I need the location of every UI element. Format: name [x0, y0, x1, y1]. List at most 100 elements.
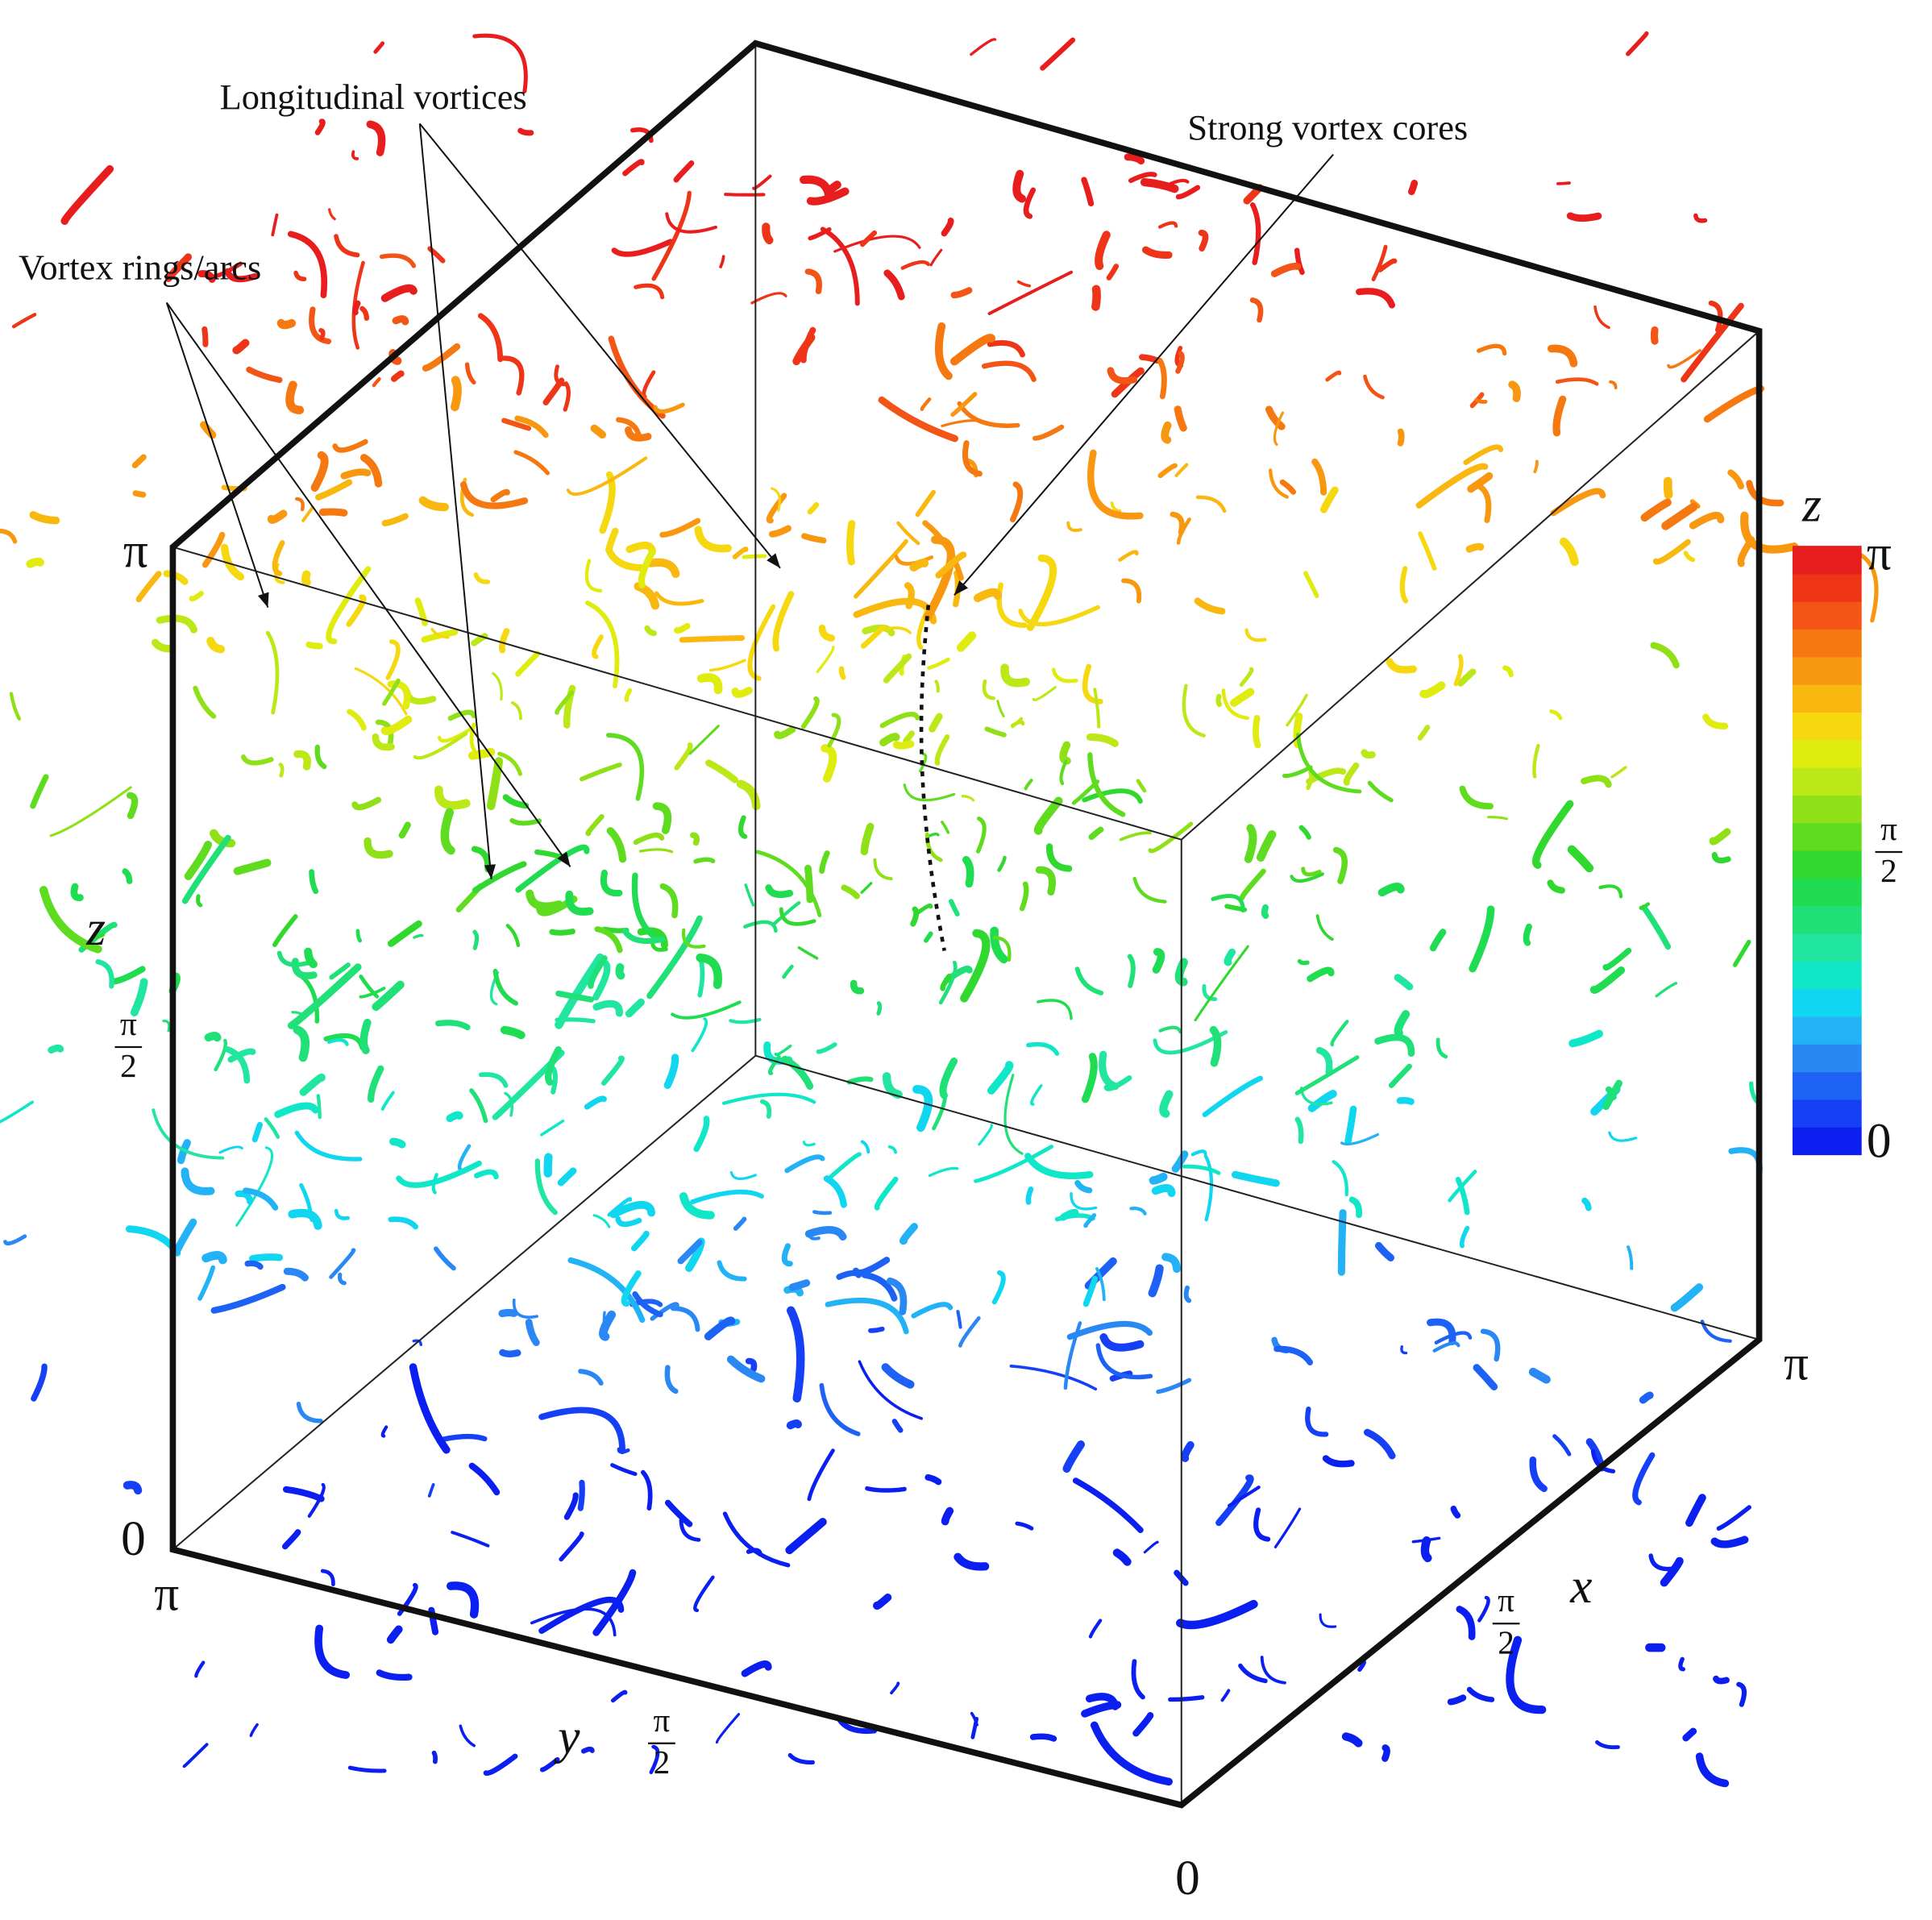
- vortex: [1695, 1752, 1730, 1788]
- vortex: [1463, 444, 1504, 465]
- vortex: [1340, 1132, 1380, 1146]
- vortex: [305, 641, 323, 650]
- vortex: [1506, 1635, 1547, 1714]
- vortex: [1249, 297, 1264, 323]
- vortex: [1371, 244, 1388, 281]
- vortex: [388, 1216, 418, 1230]
- vortex: [1740, 511, 1799, 554]
- vortex: [806, 187, 850, 206]
- vortex: [1595, 1739, 1620, 1750]
- vortex: [220, 543, 245, 581]
- vortex: [210, 1283, 286, 1314]
- annotation: Strong vortex cores: [1187, 107, 1468, 148]
- vortex: [903, 730, 915, 744]
- vortex: [973, 588, 1003, 603]
- vortex: [736, 779, 761, 811]
- vortex: [1093, 688, 1101, 729]
- vortex: [1508, 380, 1521, 402]
- vortex: [1448, 1170, 1477, 1203]
- vortex: [873, 858, 893, 881]
- vortex: [883, 653, 912, 684]
- vortex: [464, 362, 476, 385]
- vortex: [891, 1419, 904, 1433]
- vortex: [376, 1669, 413, 1681]
- vortex: [1394, 1010, 1411, 1037]
- vortex: [451, 376, 462, 412]
- vortex: [514, 415, 549, 438]
- vortex: [705, 759, 738, 783]
- vortex: [659, 517, 701, 538]
- vortex: [743, 920, 778, 933]
- vortex: [787, 1306, 805, 1403]
- vortex: [538, 1407, 626, 1455]
- vortex: [291, 958, 318, 979]
- vortex: [881, 1363, 915, 1389]
- vortex: [744, 883, 755, 907]
- vortex: [1103, 1075, 1132, 1091]
- vortex: [1419, 681, 1446, 699]
- vortex: [307, 1482, 326, 1518]
- vortex: [446, 1111, 463, 1123]
- box-outline: [169, 39, 1763, 1809]
- vortex: [1294, 1055, 1360, 1095]
- vortex: [1256, 830, 1277, 862]
- vortex: [474, 1169, 499, 1180]
- vortex: [1095, 1267, 1106, 1302]
- vortex: [1330, 1020, 1349, 1047]
- vortex: [1169, 178, 1190, 185]
- vortex: [359, 987, 386, 999]
- vortex: [915, 903, 933, 916]
- vortex: [812, 1210, 833, 1216]
- vortex: [956, 631, 977, 652]
- vortex: [649, 1744, 660, 1775]
- vortex: [1083, 1213, 1097, 1228]
- vortex: [828, 1152, 862, 1180]
- vortex: [359, 305, 369, 321]
- vortex: [924, 931, 933, 943]
- vortex: [679, 1192, 715, 1220]
- vortex: [765, 884, 794, 898]
- vortex: [373, 41, 385, 54]
- vortex: [690, 1189, 764, 1204]
- vortex: [638, 548, 656, 589]
- vortex: [915, 489, 936, 517]
- vortex: [1322, 1455, 1355, 1468]
- vortex: [941, 419, 995, 428]
- vortex: [486, 757, 504, 811]
- vortex: [457, 1144, 472, 1172]
- vortex: [301, 570, 311, 587]
- vortex: [878, 396, 958, 443]
- vortex: [565, 890, 594, 916]
- tick-label: π: [1784, 1336, 1809, 1390]
- vortex: [693, 1116, 710, 1153]
- vortex: [1640, 498, 1672, 522]
- vortex: [697, 958, 705, 998]
- vortex: [693, 857, 716, 864]
- vortex: [91, 933, 106, 940]
- vortex: [283, 1267, 309, 1282]
- vortex: [501, 418, 532, 431]
- vortex: [1110, 501, 1122, 513]
- vortex: [624, 688, 633, 703]
- vortex: [1307, 966, 1335, 983]
- colorbar-band: [1792, 878, 1862, 907]
- vortex: [1072, 1477, 1144, 1533]
- tick-label: 0: [1867, 1114, 1892, 1169]
- vortex: [787, 1752, 815, 1765]
- vortex: [162, 1019, 171, 1033]
- vortex: [804, 1226, 847, 1241]
- vortex: [1157, 463, 1178, 479]
- vortex: [774, 725, 796, 739]
- vortex: [334, 234, 360, 258]
- vortex: [997, 855, 1007, 872]
- annotation: Longitudinal vortices: [220, 77, 527, 117]
- vortex: [1085, 1693, 1120, 1710]
- vortex: [1417, 725, 1431, 741]
- vortex: [679, 634, 746, 643]
- vortex: [846, 520, 856, 566]
- vortex: [404, 688, 437, 705]
- vortex: [679, 1517, 701, 1542]
- vortex: [1023, 187, 1037, 219]
- vortex: [409, 1363, 451, 1454]
